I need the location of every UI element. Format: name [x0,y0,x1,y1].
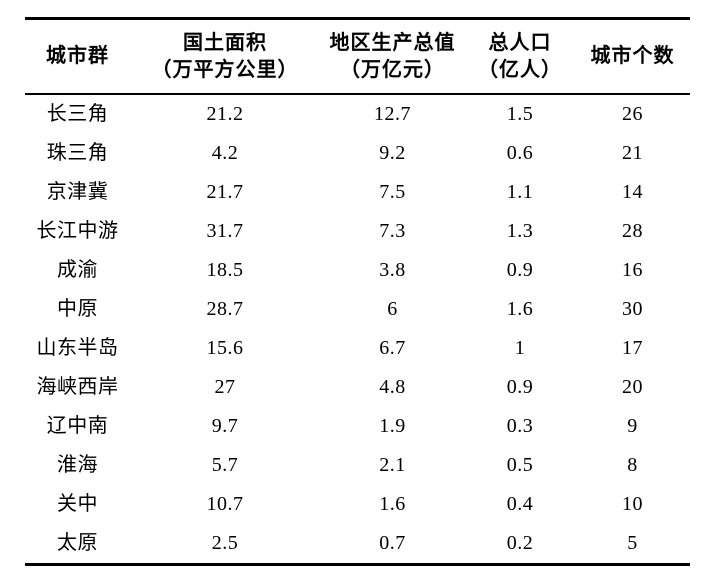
row-name-cell: 山东半岛 [36,337,119,359]
value-cell: 0.9 [506,376,534,398]
value-cell: 18.5 [206,259,244,281]
table-row: 海峡西岸 27 4.8 0.9 20 [25,368,690,407]
value-cell: 5 [627,532,638,554]
value-cell: 31.7 [206,220,244,242]
value-cell: 1 [514,337,526,359]
column-unit: （万平方公里） [151,58,299,81]
value-cell: 1.5 [506,103,534,125]
value-cell: 28 [622,220,643,242]
column-header: 城市群 [25,18,130,95]
value-cell: 0.4 [506,493,534,515]
column-header: 地区生产总值 （万亿元） [320,18,465,95]
value-cell: 1.1 [506,181,534,203]
table-row: 长江中游 31.7 7.3 1.3 28 [25,212,690,251]
value-cell: 0.3 [506,415,534,437]
value-cell: 0.9 [506,259,534,281]
column-header: 国土面积 （万平方公里） [130,18,320,95]
value-cell: 4.2 [211,142,239,164]
row-name-cell: 中原 [57,298,98,320]
table-row: 京津冀 21.7 7.5 1.1 14 [25,173,690,212]
value-cell: 12.7 [374,103,411,125]
value-cell: 6.7 [379,337,406,359]
value-cell: 21.7 [206,181,244,203]
column-header: 城市个数 [575,18,690,95]
value-cell: 0.6 [506,142,534,164]
table-row: 太原 2.5 0.7 0.2 5 [25,524,690,565]
value-cell: 9.7 [211,415,239,437]
value-cell: 1.3 [506,220,534,242]
table-body: 长三角 21.2 12.7 1.5 26 珠三角 4.2 9.2 0.6 21 京津冀 21.7 7.5… [25,94,690,565]
table-row: 关中 10.7 1.6 0.4 10 [25,485,690,524]
row-name-cell: 长三角 [46,103,109,125]
value-cell: 2.1 [379,454,406,476]
value-cell: 7.3 [379,220,406,242]
row-name-cell: 海峡西岸 [36,376,119,398]
column-title: 城市个数 [590,45,675,67]
value-cell: 5.7 [211,454,239,476]
header-row: 城市群 国土面积 （万平方公里） 地区生产总值 （万亿元） 总人口 （亿人） 城市个数 [25,18,690,95]
value-cell: 17 [622,337,643,359]
value-cell: 1.6 [379,493,406,515]
row-name-cell: 辽中南 [46,415,109,437]
column-title: 国土面积 [183,31,267,54]
row-name-cell: 关中 [57,493,98,515]
column-title: 总人口 [488,31,552,54]
value-cell: 15.6 [206,337,244,359]
table-row: 淮海 5.7 2.1 0.5 8 [25,446,690,485]
value-cell: 0.2 [506,532,534,554]
value-cell: 26 [622,103,643,125]
table-row: 辽中南 9.7 1.9 0.3 9 [25,407,690,446]
row-name-cell: 淮海 [57,454,98,476]
table-row: 长三角 21.2 12.7 1.5 26 [25,94,690,134]
table-header: 城市群 国土面积 （万平方公里） 地区生产总值 （万亿元） 总人口 （亿人） 城市个数 [25,18,690,95]
table-row: 山东半岛 15.6 6.7 1 17 [25,329,690,368]
city-cluster-table: 城市群 国土面积 （万平方公里） 地区生产总值 （万亿元） 总人口 （亿人） 城市个数 长三角… [25,17,690,566]
value-cell: 21.2 [206,103,244,125]
value-cell: 10 [622,493,643,515]
column-unit: （亿人） [478,58,562,81]
value-cell: 30 [622,298,643,320]
value-cell: 9 [627,415,638,437]
table-row: 珠三角 4.2 9.2 0.6 21 [25,134,690,173]
column-header: 总人口 （亿人） [465,18,575,95]
row-name-cell: 成渝 [57,259,98,281]
value-cell: 3.8 [379,259,406,281]
column-unit: （万亿元） [340,58,445,81]
row-name-cell: 珠三角 [46,142,109,164]
value-cell: 4.8 [379,376,406,398]
value-cell: 0.7 [379,532,406,554]
value-cell: 27 [214,376,236,398]
table-row: 成渝 18.5 3.8 0.9 16 [25,251,690,290]
value-cell: 10.7 [206,493,244,515]
column-title: 城市群 [46,45,109,67]
value-cell: 16 [622,259,643,281]
row-name-cell: 长江中游 [36,220,119,242]
value-cell: 0.5 [506,454,534,476]
data-table: 城市群 国土面积 （万平方公里） 地区生产总值 （万亿元） 总人口 （亿人） 城市个数 长三角… [25,17,690,566]
value-cell: 1.6 [506,298,534,320]
row-name-cell: 太原 [57,532,98,554]
value-cell: 1.9 [379,415,406,437]
table-row: 中原 28.7 6 1.6 30 [25,290,690,329]
value-cell: 7.5 [379,181,406,203]
value-cell: 6 [387,298,398,320]
value-cell: 14 [622,181,643,203]
value-cell: 28.7 [206,298,244,320]
value-cell: 9.2 [379,142,406,164]
value-cell: 8 [627,454,638,476]
row-name-cell: 京津冀 [46,181,109,203]
column-title: 地区生产总值 [329,31,456,54]
value-cell: 20 [622,376,643,398]
value-cell: 2.5 [211,532,239,554]
value-cell: 21 [622,142,643,164]
